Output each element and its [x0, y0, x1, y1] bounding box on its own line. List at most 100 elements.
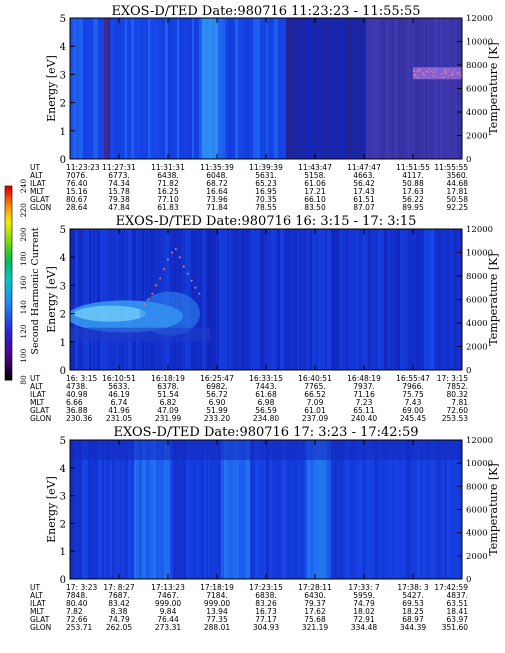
spectrogram-stripe — [260, 229, 264, 370]
spectrogram-stripe — [392, 440, 395, 579]
spectrogram-stripe — [444, 440, 447, 579]
spectrogram-stripe — [243, 440, 244, 579]
spectrogram-stripe — [378, 229, 382, 370]
spectrogram-stripe — [250, 440, 254, 579]
spectrogram-stripe — [86, 18, 90, 159]
spectrogram-stripe — [388, 440, 389, 579]
spectrogram-stripe — [425, 440, 428, 579]
spectrogram-stripe — [246, 229, 250, 370]
spectrogram-stripe — [74, 440, 78, 579]
spectrogram-stripe — [209, 229, 213, 370]
y-tick-label: 5 — [60, 14, 66, 25]
colorbar-segment — [5, 350, 12, 355]
table-cell: 75.75 — [402, 390, 424, 399]
spectrogram-stripe — [185, 440, 186, 579]
spectrogram-stripe — [160, 440, 164, 579]
table-cell: 61.06 — [304, 179, 326, 188]
spectrogram-stripe — [244, 18, 247, 159]
spectrogram-stripe — [452, 440, 454, 579]
spectrogram-stripe — [382, 229, 384, 370]
spectrogram-stripe — [392, 229, 393, 370]
spectrogram-stripe — [266, 18, 267, 159]
table-cell: 7184. — [206, 591, 227, 600]
spectrogram-stripe — [430, 18, 434, 159]
temperature-point — [425, 70, 428, 73]
chart-title: EXOS-D/TED Date:980716 17: 3:23 - 17:42:… — [114, 425, 419, 440]
spectrogram-stripe — [329, 18, 332, 159]
spectrogram-stripe — [317, 440, 321, 579]
spectrogram-stripe — [346, 229, 348, 370]
spectrogram-stripe — [317, 18, 320, 159]
table-cell: 351.60 — [442, 623, 468, 632]
spectrogram-stripe — [221, 229, 224, 370]
spectrogram-stripe — [115, 18, 117, 159]
temperature-point — [147, 298, 150, 301]
spectrogram-stripe — [71, 229, 75, 370]
spectrogram-stripe — [157, 18, 159, 159]
colorbar-segment — [5, 186, 12, 190]
colorbar-segment — [5, 221, 12, 226]
spectrogram-stripe — [278, 18, 281, 159]
spectrogram-stripe — [90, 18, 93, 159]
spectrogram-stripe — [148, 18, 150, 159]
temperature-point — [174, 247, 177, 250]
spectrogram-stripe — [94, 18, 98, 159]
table-cell: 17.43 — [353, 187, 375, 196]
y-tick-label: 4 — [60, 253, 66, 264]
y2-tick-label: 4000 — [466, 529, 488, 539]
table-cell: 71.84 — [206, 203, 228, 212]
spectrogram-stripe — [99, 440, 101, 579]
spectrogram-stripe — [101, 440, 102, 579]
spectrogram-stripe — [73, 18, 76, 159]
colorbar-segment — [5, 315, 12, 320]
spectrogram-stripe — [93, 440, 95, 579]
spectrogram-stripe — [222, 440, 224, 579]
temperature-point — [182, 265, 185, 268]
spectrogram-stripe — [366, 18, 370, 159]
spectrogram-stripe — [404, 229, 408, 370]
table-cell: 6048. — [206, 171, 227, 180]
spectrogram-stripe — [225, 18, 227, 159]
colorbar-segment — [5, 224, 12, 229]
temperature-point — [143, 303, 146, 306]
spectrogram-stripe — [421, 440, 423, 579]
table-cell: 4663. — [353, 171, 374, 180]
y-tick-label: 3 — [60, 492, 66, 503]
spectrogram-stripe — [290, 229, 294, 370]
y2-tick-label: 6000 — [466, 85, 488, 95]
chart-title: EXOS-D/TED Date:980716 16: 3:15 - 17: 3:… — [116, 214, 417, 229]
spectrogram-stripe — [92, 440, 93, 579]
y-tick-label: 1 — [60, 547, 66, 558]
spectrogram-stripe — [407, 18, 410, 159]
spectrogram-stripe — [199, 18, 202, 159]
table-row-label: GLAT — [30, 195, 50, 204]
spectrogram-stripe — [277, 229, 280, 370]
y-tick-label: 4 — [60, 464, 66, 475]
colorbar-segment — [5, 370, 12, 375]
spectrogram-stripe — [263, 440, 264, 579]
spectrogram-stripe — [271, 229, 272, 370]
spectrogram-stripe — [307, 440, 311, 579]
y-tick-label: 0 — [60, 366, 66, 377]
spectrogram-stripe — [342, 229, 346, 370]
spectrogram-stripe — [137, 440, 138, 579]
spectrogram-stripe — [385, 18, 387, 159]
spectrogram-stripe — [255, 440, 259, 579]
spectrogram-stripe — [82, 440, 85, 579]
table-cell: 87.07 — [353, 203, 375, 212]
spectrogram-stripe — [97, 229, 100, 370]
spectrogram-stripe — [236, 440, 238, 579]
table-cell: 5959. — [353, 591, 374, 600]
spectrogram-stripe — [347, 440, 350, 579]
table-cell: 17:13:23 — [151, 583, 185, 592]
low-energy-core — [74, 305, 146, 322]
spectrogram-stripe — [110, 18, 114, 159]
y-tick-label: 0 — [60, 575, 66, 586]
spectrogram-stripe — [284, 229, 288, 370]
table-cell: 41.96 — [108, 406, 130, 415]
spectrogram-stripe — [238, 18, 241, 159]
table-cell: 72.66 — [66, 615, 88, 624]
table-row-label: UT — [30, 374, 40, 383]
spectrogram-stripe — [100, 229, 103, 370]
